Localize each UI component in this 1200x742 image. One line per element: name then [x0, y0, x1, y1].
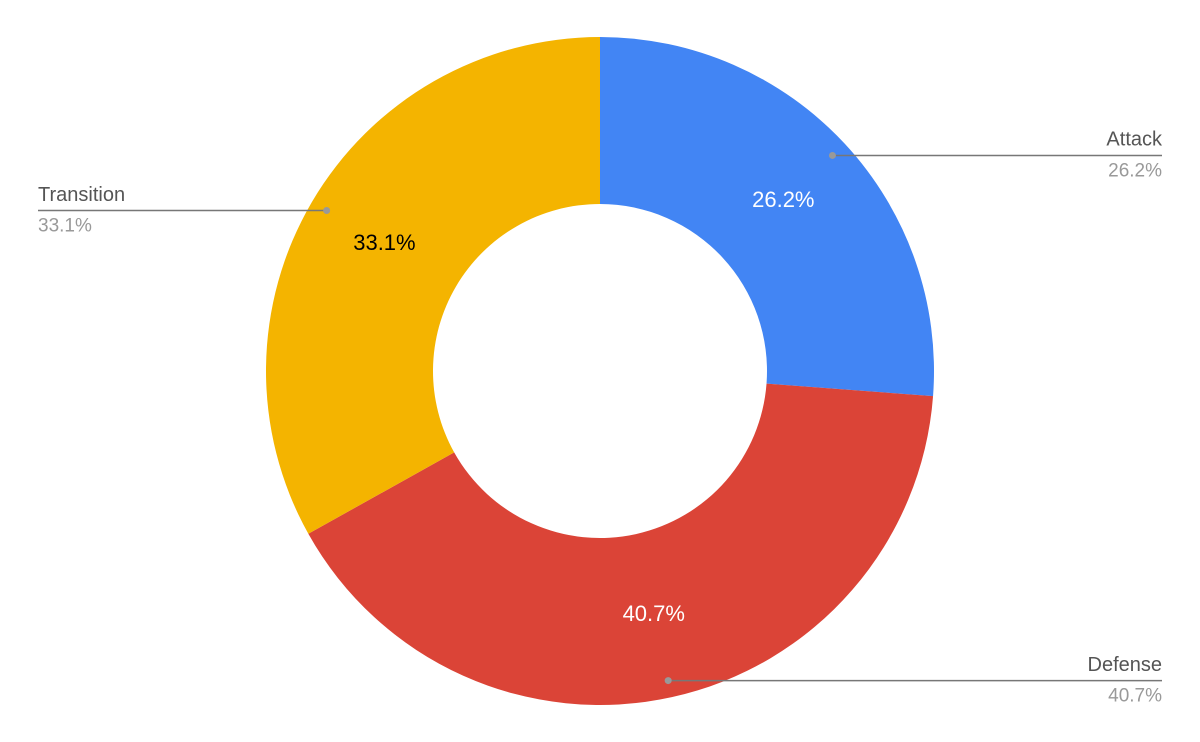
callout-name: Attack: [1106, 129, 1163, 151]
slice-label: 40.7%: [623, 601, 685, 626]
leader-dot: [828, 151, 836, 159]
callout-value: 26.2%: [1108, 160, 1162, 181]
callout-name: Transition: [38, 184, 125, 206]
slice: [600, 37, 934, 397]
slice: [266, 37, 600, 534]
slice-label: 33.1%: [353, 230, 415, 255]
slice-label: 26.2%: [752, 187, 814, 212]
callout-name: Defense: [1088, 654, 1163, 676]
leader-dot: [664, 677, 672, 685]
callout-value: 33.1%: [38, 216, 92, 237]
slice: [308, 383, 934, 705]
callout-value: 40.7%: [1108, 686, 1162, 707]
leader-dot: [323, 206, 331, 214]
